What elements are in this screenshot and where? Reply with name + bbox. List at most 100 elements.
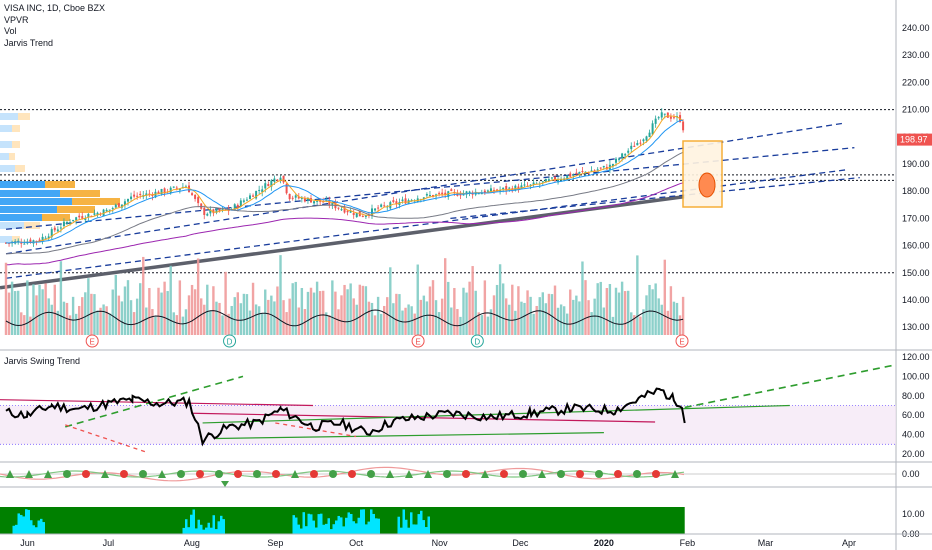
volume-bar <box>572 299 575 335</box>
volume-bar <box>657 298 660 335</box>
legend-indicator-vpvr[interactable]: VPVR <box>4 14 29 25</box>
volume-bar <box>157 287 160 335</box>
volume-bar <box>254 304 258 335</box>
candle-body <box>425 194 428 196</box>
volume-bar <box>520 301 523 335</box>
price-axis-tick-label: 140.00 <box>902 295 930 305</box>
last-price-label: 198.97 <box>900 135 928 145</box>
time-axis-tick-label: Nov <box>432 538 449 548</box>
price-axis-tick-label: 150.00 <box>902 268 930 278</box>
volume-bar <box>13 291 17 335</box>
candle-body <box>611 164 614 167</box>
volume-bar <box>398 294 401 335</box>
swing-green-dashed <box>65 375 244 428</box>
candle-body <box>377 207 380 209</box>
volume-bar <box>331 280 334 335</box>
volume-bar <box>480 315 483 335</box>
volume-bar <box>273 301 276 335</box>
volume-bar <box>306 291 310 335</box>
legend-indicator-jarvis-trend[interactable]: Jarvis Trend <box>4 37 54 48</box>
volume-bar <box>627 290 630 335</box>
candle-body <box>627 150 630 153</box>
volume-bar <box>111 289 114 335</box>
osc-triangle-marker <box>221 481 229 487</box>
candle-body <box>62 221 65 227</box>
volume-bar <box>105 306 108 335</box>
volume-bar <box>318 291 322 335</box>
candle-body <box>438 192 441 194</box>
volume-bar <box>477 312 480 335</box>
volume-bar <box>465 292 468 335</box>
candle-body <box>340 209 343 211</box>
histogram-cyan-bar <box>377 518 380 534</box>
volume-bar <box>590 312 593 335</box>
swing-axis-tick-label: 60.00 <box>902 410 925 420</box>
histogram-cyan-bar <box>330 529 333 534</box>
candle-body <box>337 207 340 209</box>
legend-indicator-vol[interactable]: Vol <box>4 26 17 36</box>
candle-body <box>572 174 575 176</box>
candle-body <box>50 229 53 238</box>
histogram-cyan-bar <box>195 528 198 534</box>
osc-dot-marker <box>177 470 185 478</box>
candle-body <box>313 201 316 204</box>
candle-body <box>69 222 72 224</box>
volume-bar <box>450 307 453 335</box>
swing-axis-tick-label: 20.00 <box>902 449 925 459</box>
candle-body <box>273 178 276 182</box>
volume-bar <box>666 310 670 335</box>
swing-panel-label[interactable]: Jarvis Swing Trend <box>4 356 81 366</box>
osc-dot-marker <box>272 470 280 478</box>
histogram-cyan-bar <box>187 527 190 534</box>
histogram-cyan-bar <box>340 517 343 534</box>
volume-bar <box>523 302 526 335</box>
vpvr-down-bar <box>60 190 100 197</box>
histogram-cyan-bar <box>400 527 403 534</box>
candle-body <box>261 189 264 192</box>
volume-bar <box>587 300 590 335</box>
volume-bar <box>630 312 633 335</box>
volume-bar <box>294 281 297 335</box>
candle-body <box>554 176 556 181</box>
histogram-cyan-bar <box>307 513 310 534</box>
osc-dot-marker <box>557 470 565 478</box>
volume-bar <box>376 296 380 335</box>
candle-body <box>602 165 605 168</box>
volume-bar <box>678 315 682 335</box>
dashed-trendline <box>5 168 850 279</box>
volume-bar <box>181 316 185 335</box>
time-axis-tick-label: Jul <box>103 538 115 548</box>
volume-bar <box>38 284 41 335</box>
time-axis-tick-label: Oct <box>349 538 364 548</box>
candle-body <box>672 117 675 119</box>
candle-body <box>41 236 44 242</box>
volume-bar <box>355 304 358 335</box>
volume-bar <box>553 285 557 335</box>
volume-bar <box>395 293 398 335</box>
candle-body <box>383 205 386 207</box>
vpvr-up-bar <box>0 165 15 172</box>
volume-bar <box>636 255 639 335</box>
volume-bar <box>129 300 133 335</box>
candle-body <box>642 139 645 142</box>
osc-triangle-marker <box>386 470 394 478</box>
histogram-cyan-bar <box>347 512 350 534</box>
candle-body <box>352 212 355 216</box>
candle-body <box>218 208 221 211</box>
vpvr-down-bar <box>12 141 20 148</box>
candle-body <box>117 203 120 207</box>
vpvr-up-bar <box>0 125 12 132</box>
thick-trendline <box>0 194 685 290</box>
osc-dot-marker <box>500 470 508 478</box>
candle-body <box>355 213 358 218</box>
histogram-cyan-bar <box>207 522 210 534</box>
candle-body <box>496 189 499 191</box>
volume-bar <box>645 295 648 335</box>
legend-symbol[interactable]: VISA INC, 1D, Cboe BZX <box>4 3 106 13</box>
candle-body <box>84 218 87 220</box>
volume-bar <box>108 313 111 335</box>
volume-bar <box>413 313 416 335</box>
vpvr-down-bar <box>24 222 40 229</box>
osc-dot-marker <box>215 470 223 478</box>
